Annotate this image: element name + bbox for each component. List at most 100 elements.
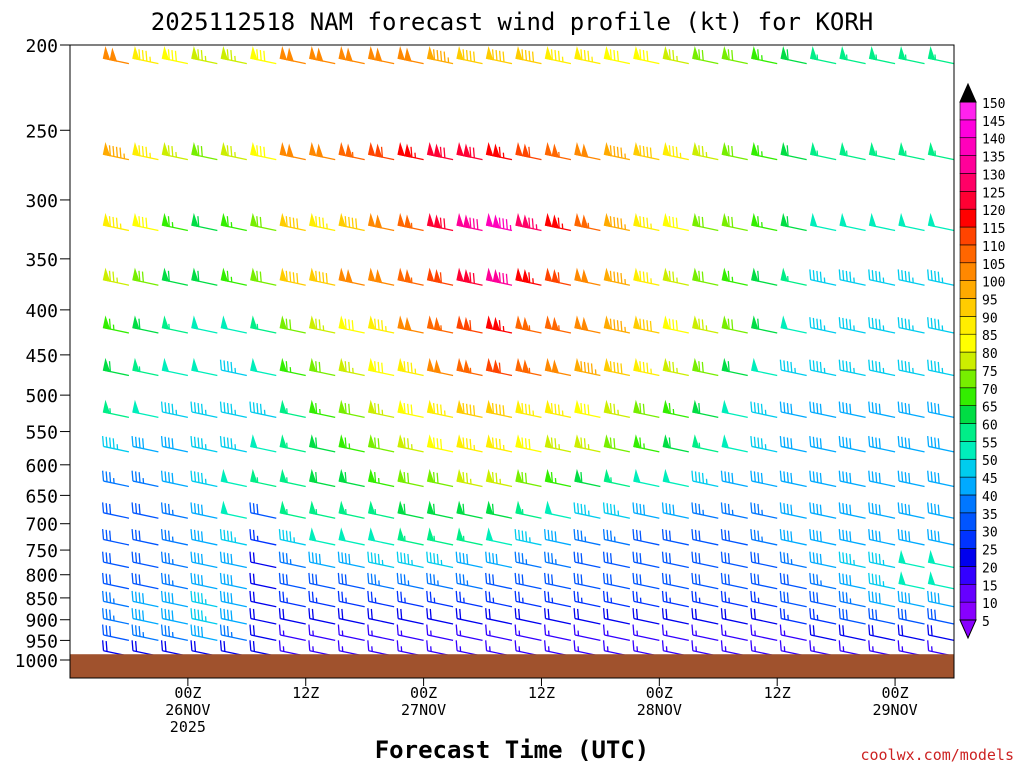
wind-barb — [839, 142, 866, 161]
wind-barb — [809, 470, 837, 488]
wind-barb — [868, 317, 896, 334]
wind-barb — [308, 315, 336, 334]
wind-barb — [779, 359, 807, 377]
wind-barb — [662, 468, 689, 488]
wind-barb — [308, 212, 336, 232]
wind-barb — [603, 142, 631, 161]
colorbar-top-arrow — [959, 82, 977, 103]
wind-barb — [633, 142, 660, 161]
wind-barb — [190, 551, 218, 569]
wind-barb — [456, 527, 483, 546]
wind-barb — [927, 608, 955, 625]
wind-barb — [219, 590, 247, 608]
wind-barb — [132, 46, 159, 65]
wind-barb — [161, 212, 189, 232]
colorbar-swatch — [959, 566, 977, 585]
wind-barb — [161, 315, 189, 334]
wind-barb — [279, 434, 306, 453]
wind-barb — [927, 212, 955, 232]
wind-barb — [308, 551, 336, 569]
wind-barb — [278, 572, 306, 590]
wind-barb — [779, 502, 807, 519]
wind-barb — [838, 269, 866, 286]
wind-barb — [779, 624, 807, 642]
wind-barb — [868, 502, 896, 519]
colorbar-swatch — [959, 476, 977, 496]
wind-barb — [250, 434, 277, 453]
wind-barb — [780, 315, 807, 334]
wind-barb — [160, 551, 189, 569]
wind-barb — [485, 640, 513, 657]
wind-barb — [543, 640, 572, 657]
wind-barb — [101, 502, 130, 519]
wind-barb — [131, 590, 159, 608]
y-tick-label: 1000 — [15, 651, 58, 672]
colorbar-label: 10 — [982, 597, 998, 612]
colorbar-label: 125 — [982, 186, 1005, 201]
wind-barb — [809, 46, 837, 65]
colorbar-label: 130 — [982, 168, 1005, 183]
wind-barbs — [101, 46, 955, 657]
wind-barb — [750, 212, 778, 232]
wind-barb — [161, 267, 189, 286]
wind-barb — [190, 590, 218, 608]
wind-barb — [691, 551, 719, 569]
wind-barb — [191, 357, 218, 377]
wind-barb — [750, 435, 778, 453]
wind-barb — [160, 608, 189, 625]
colorbar-swatch — [959, 101, 977, 121]
wind-barb — [397, 500, 424, 519]
wind-barb — [102, 267, 130, 286]
wind-barb — [455, 624, 483, 642]
wind-barb — [839, 212, 866, 232]
colorbar-swatch — [959, 530, 977, 549]
wind-barb — [515, 267, 542, 286]
wind-barb — [897, 502, 925, 519]
wind-barb — [308, 46, 336, 65]
wind-barb — [750, 315, 778, 334]
wind-barb — [426, 357, 454, 377]
wind-barb — [249, 401, 277, 419]
wind-barb — [809, 551, 837, 569]
wind-barb — [397, 399, 424, 419]
wind-barb — [396, 590, 424, 608]
wind-barb — [662, 267, 689, 286]
wind-barb — [927, 624, 955, 642]
wind-barb — [191, 142, 218, 161]
wind-barb — [515, 434, 542, 453]
wind-barb — [750, 470, 778, 488]
wind-barb — [515, 500, 542, 519]
wind-barb — [602, 608, 631, 625]
wind-barb — [102, 46, 130, 65]
wind-barb — [485, 527, 513, 546]
wind-barb — [720, 608, 748, 625]
wind-barb — [809, 590, 837, 608]
wind-barb — [633, 212, 660, 232]
wind-barb — [603, 434, 631, 453]
wind-barb — [191, 267, 218, 286]
wind-barb — [514, 529, 542, 546]
wind-barb — [367, 468, 395, 488]
wind-barb — [308, 572, 336, 590]
wind-barb — [278, 624, 306, 642]
wind-barb — [279, 399, 306, 419]
wind-barb — [101, 572, 130, 590]
wind-barb — [338, 399, 365, 419]
wind-barb — [780, 142, 807, 161]
wind-barb — [396, 608, 424, 625]
colorbar-label: 70 — [982, 383, 998, 398]
wind-barb — [455, 608, 483, 625]
wind-barb — [132, 315, 159, 334]
wind-barb — [603, 357, 631, 377]
wind-barb — [750, 267, 778, 286]
wind-barb — [750, 608, 778, 625]
wind-barb — [868, 212, 896, 232]
wind-barb — [721, 315, 748, 334]
wind-barb — [809, 401, 837, 419]
y-tick-label: 700 — [25, 515, 58, 536]
wind-barb — [839, 46, 866, 65]
wind-barb — [633, 434, 660, 453]
wind-barb — [308, 624, 336, 642]
wind-barb — [426, 624, 454, 642]
